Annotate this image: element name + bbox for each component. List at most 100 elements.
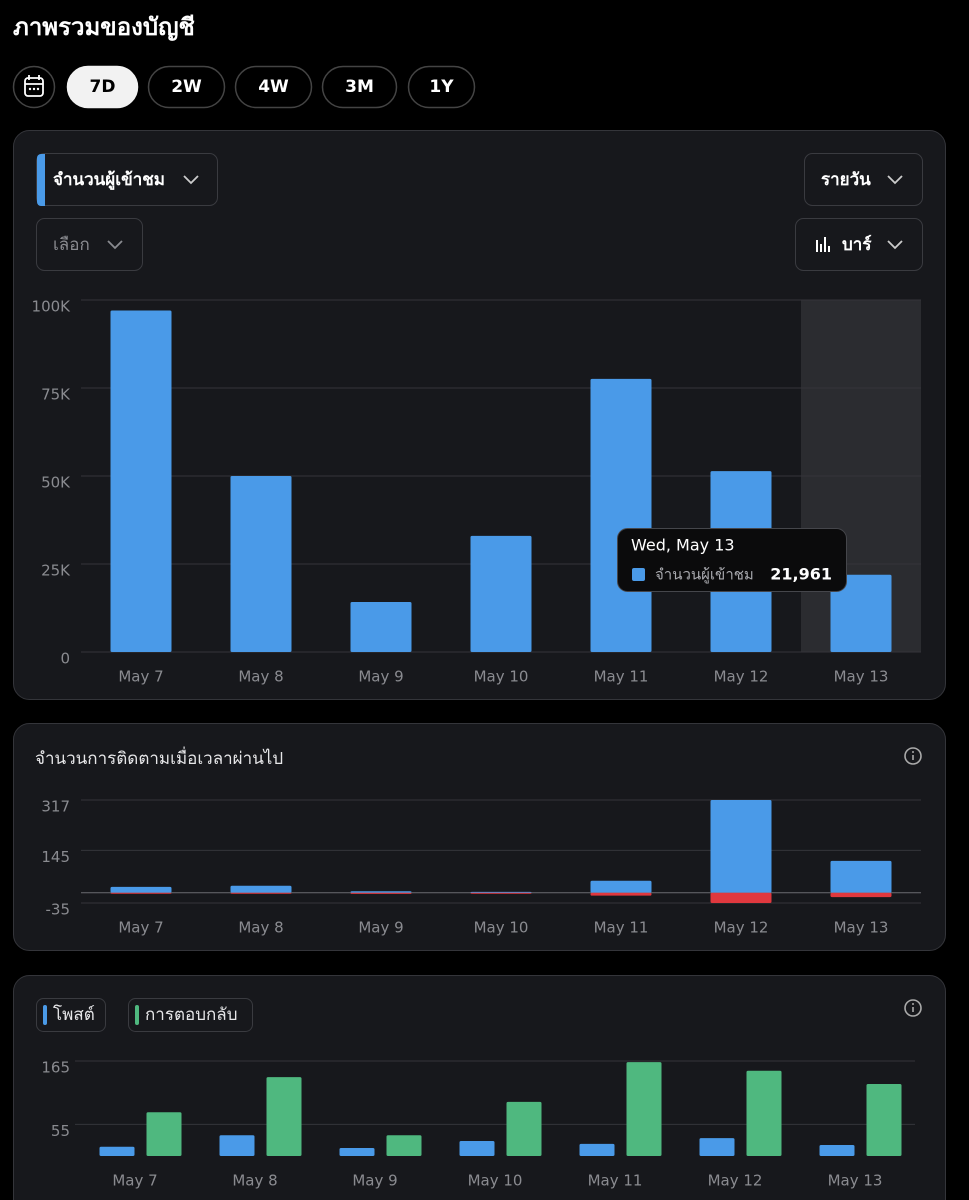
range-label: 1Y xyxy=(429,77,454,97)
range-pill xyxy=(321,65,398,109)
y-tick-label: -35 xyxy=(46,901,71,919)
visitors-chart: 0 25K 50K 75K 100K May 7 May 8 May 9 May 10 May 1… xyxy=(32,298,921,686)
bar xyxy=(830,574,892,652)
x-tick-label: May 12 xyxy=(708,1172,763,1190)
info-icon[interactable] xyxy=(904,999,922,1017)
legend-label: โพสต์ xyxy=(53,1004,95,1025)
bar xyxy=(266,1077,302,1156)
tooltip-box xyxy=(617,528,847,592)
bar xyxy=(699,1138,735,1156)
bar xyxy=(230,476,292,652)
legend-swatch xyxy=(43,1005,47,1025)
y-tick-label: 100K xyxy=(32,298,72,316)
x-tick-label: May 13 xyxy=(828,1172,883,1190)
x-tick-label: May 11 xyxy=(594,919,649,937)
range-button[interactable]: 1Y xyxy=(407,65,476,109)
x-tick-label: May 10 xyxy=(474,668,529,686)
bar xyxy=(830,860,892,893)
range-button[interactable]: 2W xyxy=(147,65,226,109)
tooltip-value: 21,961 xyxy=(770,565,832,584)
chart-style-dropdown[interactable]: บาร์ xyxy=(795,218,923,271)
bar xyxy=(830,892,892,898)
panel-title: จำนวนการติดตามเมื่อเวลาผ่านไป xyxy=(35,746,283,769)
legend-label: การตอบกลับ xyxy=(145,1005,238,1025)
range-label: 2W xyxy=(171,77,202,97)
x-tick-label: May 9 xyxy=(352,1172,397,1190)
bar xyxy=(230,892,292,894)
calendar-button[interactable] xyxy=(12,65,56,109)
x-tick-label: May 9 xyxy=(358,919,403,937)
interval-label: รายวัน xyxy=(821,170,871,190)
range-button[interactable]: 4W xyxy=(234,65,313,109)
y-tick-label: 55 xyxy=(51,1122,70,1140)
y-tick-label: 25K xyxy=(41,562,71,580)
legend-item[interactable]: โพสต์ xyxy=(36,998,106,1032)
x-tick-label: May 11 xyxy=(588,1172,643,1190)
interval-dropdown[interactable]: รายวัน xyxy=(804,153,923,206)
bar xyxy=(386,1135,422,1156)
bar xyxy=(339,1147,375,1156)
legend-item[interactable]: การตอบกลับ xyxy=(128,998,253,1032)
range-label: 3M xyxy=(345,77,374,97)
range-label: 4W xyxy=(258,77,289,97)
range-selector: 7D 2W 4W 3M 1Y xyxy=(66,65,476,109)
bar xyxy=(110,310,172,652)
x-tick-label: May 7 xyxy=(112,1172,157,1190)
bar xyxy=(590,880,652,893)
legend-chip xyxy=(128,998,253,1032)
bar xyxy=(626,1062,662,1156)
metric-label: จำนวนผู้เข้าชม xyxy=(53,170,165,191)
tooltip-title: Wed, May 13 xyxy=(631,536,735,555)
tooltip: Wed, May 13 จำนวนผู้เข้าชม 21,961 xyxy=(617,528,847,592)
chart-style-label: บาร์ xyxy=(842,234,872,255)
bar xyxy=(470,891,532,893)
followers-chart: -35 145 317 May 7 May 8 May 9 May 10 May 11 May … xyxy=(41,798,921,937)
bar xyxy=(470,892,532,894)
x-tick-label: May 7 xyxy=(118,919,163,937)
x-tick-label: May 11 xyxy=(594,668,649,686)
bar xyxy=(866,1084,902,1156)
range-pill xyxy=(147,65,226,109)
range-pill xyxy=(407,65,476,109)
legend-chip xyxy=(36,998,106,1032)
compare-dropdown[interactable]: เลือก xyxy=(36,218,143,271)
range-button[interactable]: 3M xyxy=(321,65,398,109)
bar xyxy=(506,1101,542,1156)
bar xyxy=(710,892,772,903)
tooltip-swatch xyxy=(632,568,645,581)
page-title: ภาพรวมของบัญชี xyxy=(13,13,195,41)
bar xyxy=(459,1141,495,1156)
range-pill xyxy=(234,65,313,109)
y-tick-label: 75K xyxy=(41,386,71,404)
x-tick-label: May 8 xyxy=(238,919,283,937)
bar xyxy=(350,892,412,894)
compare-label: เลือก xyxy=(53,235,90,255)
x-tick-label: May 10 xyxy=(468,1172,523,1190)
x-tick-label: May 9 xyxy=(358,668,403,686)
bar xyxy=(819,1145,855,1156)
x-tick-label: May 7 xyxy=(118,668,163,686)
bar xyxy=(110,886,172,893)
bar xyxy=(590,378,652,652)
info-icon[interactable] xyxy=(904,747,922,765)
legend: โพสต์ การตอบกลับ xyxy=(36,998,253,1032)
x-tick-label: May 12 xyxy=(714,919,769,937)
x-tick-label: May 8 xyxy=(238,668,283,686)
x-tick-label: May 8 xyxy=(232,1172,277,1190)
y-tick-label: 50K xyxy=(41,474,71,492)
bar xyxy=(110,892,172,894)
bar xyxy=(219,1135,255,1156)
bar xyxy=(99,1146,135,1156)
bar xyxy=(470,535,532,652)
tooltip-series: จำนวนผู้เข้าชม xyxy=(655,566,754,584)
x-tick-label: May 13 xyxy=(834,668,889,686)
y-tick-label: 0 xyxy=(60,650,70,668)
range-pill xyxy=(66,65,139,109)
range-label: 7D xyxy=(90,77,116,97)
metric-dropdown[interactable]: จำนวนผู้เข้าชม xyxy=(36,153,218,207)
range-button[interactable]: 7D xyxy=(66,65,139,109)
legend-swatch xyxy=(135,1005,139,1025)
bar xyxy=(746,1070,782,1156)
y-tick-label: 145 xyxy=(41,848,70,866)
x-tick-label: May 13 xyxy=(834,919,889,937)
